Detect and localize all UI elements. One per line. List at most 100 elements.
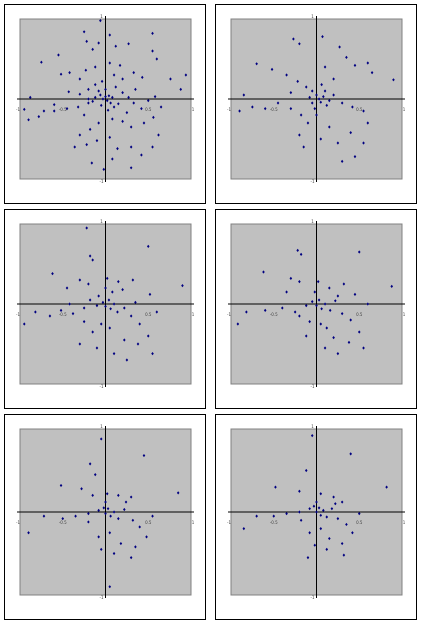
data-point <box>37 115 41 119</box>
y-tick-label: -1 <box>100 179 104 184</box>
data-point <box>27 531 30 535</box>
data-point <box>108 326 112 330</box>
data-point <box>109 101 112 105</box>
data-point <box>91 258 94 262</box>
chart-panel-5: -1 -0.5 0.5 1 1 -1 <box>4 414 206 620</box>
data-point <box>112 302 116 306</box>
data-point <box>317 97 321 101</box>
x-tick-label: 0.5 <box>145 312 152 317</box>
data-point <box>93 83 97 87</box>
data-point <box>112 551 116 556</box>
x-tick-label: -1 <box>227 312 231 317</box>
x-tick-label: 0.5 <box>145 107 152 112</box>
data-point <box>349 131 352 135</box>
data-point <box>304 334 308 338</box>
data-point <box>95 346 99 350</box>
data-point <box>52 109 56 113</box>
data-point <box>59 72 63 76</box>
data-point <box>289 107 293 111</box>
scatter-chart-6: -1 -0.5 0.5 1 1 -1 <box>227 424 406 600</box>
data-point <box>99 103 103 107</box>
chart-panel-2: -1 -0.5 0.5 1 1 -1 <box>215 4 417 204</box>
x-tick-label: -1 <box>227 107 231 112</box>
data-point <box>112 105 116 109</box>
data-point <box>127 95 130 99</box>
data-point <box>125 111 129 115</box>
data-point <box>121 91 124 95</box>
x-tick-label: -1 <box>16 107 20 112</box>
scatter-chart-5: -1 -0.5 0.5 1 1 -1 <box>16 424 195 600</box>
data-point <box>107 298 111 302</box>
data-point <box>349 318 352 322</box>
y-tick-label: -1 <box>100 595 104 600</box>
data-point <box>323 302 327 306</box>
data-point <box>82 30 86 34</box>
data-point <box>236 322 240 326</box>
scatter-chart-4: -1 -0.5 0.5 1 1 -1 <box>227 219 406 389</box>
data-point <box>129 125 133 129</box>
data-point <box>73 145 77 149</box>
data-point <box>146 334 150 338</box>
x-tick-label: -0.5 <box>59 107 67 112</box>
data-point <box>159 105 163 109</box>
data-point <box>99 322 103 326</box>
data-point <box>351 531 354 535</box>
data-point <box>142 121 146 125</box>
data-point <box>65 286 69 290</box>
data-point <box>100 79 104 83</box>
data-point <box>366 121 370 125</box>
data-point <box>155 57 159 61</box>
data-point <box>121 119 124 123</box>
x-tick-label: 1 <box>403 107 406 112</box>
y-tick-label: -1 <box>311 384 315 389</box>
x-tick-label: 1 <box>192 312 195 317</box>
data-point <box>97 294 100 298</box>
data-point <box>111 290 114 294</box>
data-point <box>362 109 365 113</box>
data-point <box>82 113 86 117</box>
x-tick-label: 1 <box>403 312 406 317</box>
x-tick-label: -1 <box>227 520 231 525</box>
data-point <box>107 94 111 98</box>
data-point <box>351 105 354 109</box>
data-point <box>52 103 56 107</box>
data-point <box>111 157 114 161</box>
data-point <box>136 342 140 346</box>
data-point <box>22 107 26 111</box>
data-point <box>111 117 114 121</box>
data-point <box>87 97 90 101</box>
data-point <box>87 87 90 91</box>
data-point <box>129 495 133 499</box>
data-point <box>179 87 183 91</box>
data-point <box>104 95 107 99</box>
data-point <box>296 248 299 252</box>
data-point <box>285 73 288 77</box>
data-point <box>68 302 71 306</box>
data-point <box>321 35 324 39</box>
data-point <box>118 63 122 67</box>
x-tick-label: 0.5 <box>145 520 152 525</box>
data-point <box>93 95 97 99</box>
data-point <box>127 42 130 46</box>
data-point <box>123 306 126 310</box>
data-point <box>146 99 150 103</box>
data-point <box>345 55 348 59</box>
data-point <box>85 226 88 230</box>
x-tick-label: 0.5 <box>356 520 363 525</box>
data-point <box>245 310 248 314</box>
data-point <box>121 77 124 81</box>
data-point <box>299 113 303 117</box>
data-point <box>40 60 43 64</box>
data-point <box>104 87 107 91</box>
data-point <box>134 87 137 91</box>
chart-panel-1: -1 -0.5 0.5 1 1 -1 <box>4 4 206 204</box>
data-point <box>312 504 316 508</box>
scatter-chart-3: -1 -0.5 0.5 1 1 -1 <box>16 219 195 389</box>
data-point <box>370 71 374 75</box>
data-point <box>78 278 82 282</box>
data-point <box>108 585 112 589</box>
data-point <box>138 525 141 529</box>
data-point <box>129 145 133 149</box>
data-point <box>262 270 265 274</box>
data-point <box>87 101 90 105</box>
